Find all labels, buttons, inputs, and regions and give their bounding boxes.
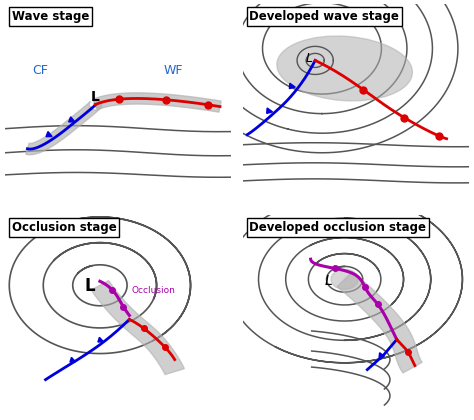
Polygon shape (98, 337, 103, 342)
Text: Wave stage: Wave stage (11, 10, 89, 23)
Polygon shape (92, 93, 221, 112)
Text: L: L (91, 89, 100, 104)
Polygon shape (337, 272, 422, 373)
Polygon shape (46, 131, 52, 136)
Ellipse shape (277, 36, 412, 101)
Polygon shape (69, 117, 75, 122)
Text: Developed occlusion stage: Developed occlusion stage (249, 221, 427, 234)
Text: Occlusion stage: Occlusion stage (11, 221, 116, 234)
Text: Developed wave stage: Developed wave stage (249, 10, 399, 23)
Text: WF: WF (164, 65, 183, 77)
Text: L: L (306, 52, 313, 66)
Polygon shape (91, 281, 184, 375)
Text: L: L (324, 274, 332, 288)
Polygon shape (289, 83, 295, 89)
Polygon shape (26, 99, 102, 155)
Polygon shape (70, 357, 75, 362)
Polygon shape (379, 353, 384, 357)
Text: Occlusion: Occlusion (132, 286, 175, 295)
Text: CF: CF (32, 65, 48, 77)
Ellipse shape (331, 269, 358, 289)
Text: L: L (84, 277, 95, 295)
Polygon shape (267, 108, 273, 113)
